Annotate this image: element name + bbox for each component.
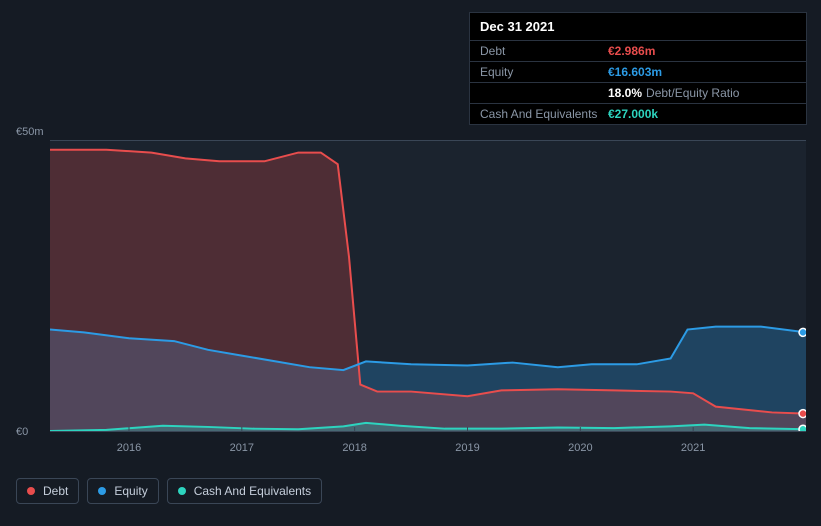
tooltip-row-label: Equity: [480, 65, 608, 79]
x-tick-label: 2020: [568, 442, 592, 454]
tooltip-row: Cash And Equivalents€27.000k: [470, 103, 806, 124]
legend: Debt Equity Cash And Equivalents: [16, 478, 322, 504]
x-tick-label: 2016: [117, 442, 141, 454]
legend-dot-icon: [27, 487, 35, 495]
tooltip-row-value: 18.0%Debt/Equity Ratio: [608, 86, 739, 100]
legend-item[interactable]: Cash And Equivalents: [167, 478, 322, 504]
legend-label: Debt: [43, 484, 68, 498]
chart-area: €50m €0 201620172018201920202021: [16, 140, 806, 460]
tooltip-row: 18.0%Debt/Equity Ratio: [470, 82, 806, 103]
chart-tooltip: Dec 31 2021 Debt€2.986mEquity€16.603m18.…: [469, 12, 807, 125]
tooltip-row-label: Debt: [480, 44, 608, 58]
x-tick-label: 2017: [230, 442, 254, 454]
tooltip-row: Debt€2.986m: [470, 40, 806, 61]
chart-plot[interactable]: [50, 140, 806, 432]
chart-svg: [50, 141, 806, 431]
legend-item[interactable]: Equity: [87, 478, 158, 504]
legend-label: Cash And Equivalents: [194, 484, 311, 498]
tooltip-row: Equity€16.603m: [470, 61, 806, 82]
cursor-dot-debt: [799, 410, 806, 418]
cursor-dot-cash: [799, 425, 806, 431]
tooltip-row-value: €16.603m: [608, 65, 662, 79]
legend-dot-icon: [98, 487, 106, 495]
tooltip-date: Dec 31 2021: [470, 13, 806, 40]
cursor-dot-equity: [799, 328, 806, 336]
x-tick-label: 2018: [342, 442, 366, 454]
x-axis: 2016 2017 2018 2019 2020 2021: [50, 442, 806, 460]
y-axis-bottom-label: €0: [16, 426, 28, 438]
x-tick-label: 2019: [455, 442, 479, 454]
tooltip-row-label: [480, 86, 608, 100]
legend-label: Equity: [114, 484, 147, 498]
legend-dot-icon: [178, 487, 186, 495]
legend-item[interactable]: Debt: [16, 478, 79, 504]
y-axis-top-label: €50m: [16, 126, 44, 138]
x-tick-label: 2021: [681, 442, 705, 454]
tooltip-row-suffix: Debt/Equity Ratio: [646, 86, 739, 100]
tooltip-row-value: €2.986m: [608, 44, 655, 58]
tooltip-row-label: Cash And Equivalents: [480, 107, 608, 121]
tooltip-row-value: €27.000k: [608, 107, 658, 121]
